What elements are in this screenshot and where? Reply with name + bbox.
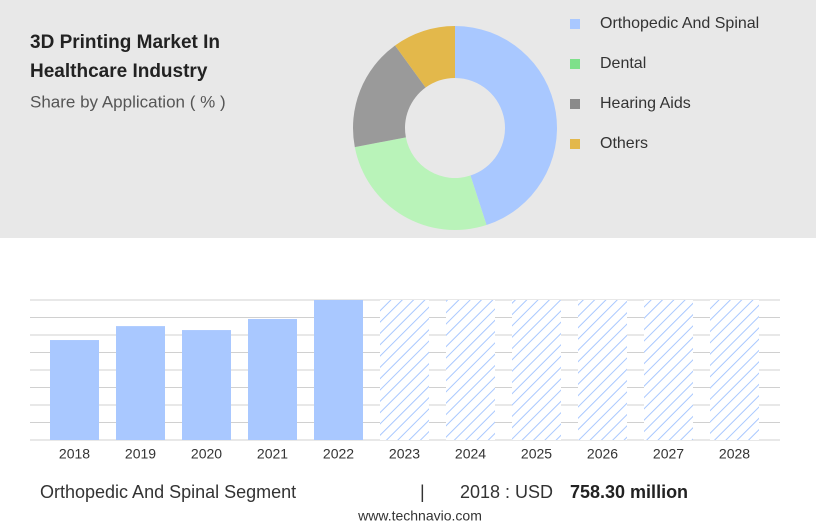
x-tick-label: 2024 xyxy=(455,446,486,462)
x-tick-label: 2028 xyxy=(719,446,750,462)
footer-year: 2018 : USD xyxy=(460,482,553,502)
forecast-bar xyxy=(644,300,693,440)
source: www.technavio.com xyxy=(357,508,482,524)
forecast-bar xyxy=(446,300,495,440)
donut-slice xyxy=(352,45,426,148)
legend-marker xyxy=(570,59,580,69)
bar xyxy=(50,340,99,440)
bar xyxy=(116,326,165,440)
x-tick-label: 2022 xyxy=(323,446,354,462)
forecast-bar xyxy=(710,300,759,440)
x-tick-label: 2025 xyxy=(521,446,552,462)
bar xyxy=(314,300,363,440)
x-tick-label: 2027 xyxy=(653,446,684,462)
x-tick-label: 2018 xyxy=(59,446,90,462)
bar xyxy=(248,318,297,440)
legend-label: Orthopedic And Spinal xyxy=(600,15,759,32)
title: 3D Printing Market In xyxy=(30,32,220,53)
x-tick-label: 2019 xyxy=(125,446,156,462)
title: Healthcare Industry xyxy=(30,61,208,82)
legend-label: Dental xyxy=(600,55,646,72)
bar xyxy=(182,330,231,440)
forecast-bar xyxy=(512,300,561,440)
x-tick-label: 2021 xyxy=(257,446,288,462)
legend-label: Others xyxy=(600,135,648,152)
x-tick-label: 2023 xyxy=(389,446,420,462)
subtitle: Share by Application ( % ) xyxy=(30,92,226,111)
footer-value: 758.30 million xyxy=(570,482,688,502)
legend-marker xyxy=(570,19,580,29)
donut-slice xyxy=(455,26,558,226)
legend-marker xyxy=(570,99,580,109)
footer-separator: | xyxy=(420,482,425,502)
donut-slice xyxy=(395,26,455,88)
legend-label: Hearing Aids xyxy=(600,95,691,112)
forecast-bar xyxy=(380,300,429,440)
x-tick-label: 2020 xyxy=(191,446,222,462)
donut-slice xyxy=(354,137,487,231)
forecast-bar xyxy=(578,300,627,440)
legend-marker xyxy=(570,139,580,149)
x-tick-label: 2026 xyxy=(587,446,618,462)
footer-segment: Orthopedic And Spinal Segment xyxy=(40,482,296,502)
